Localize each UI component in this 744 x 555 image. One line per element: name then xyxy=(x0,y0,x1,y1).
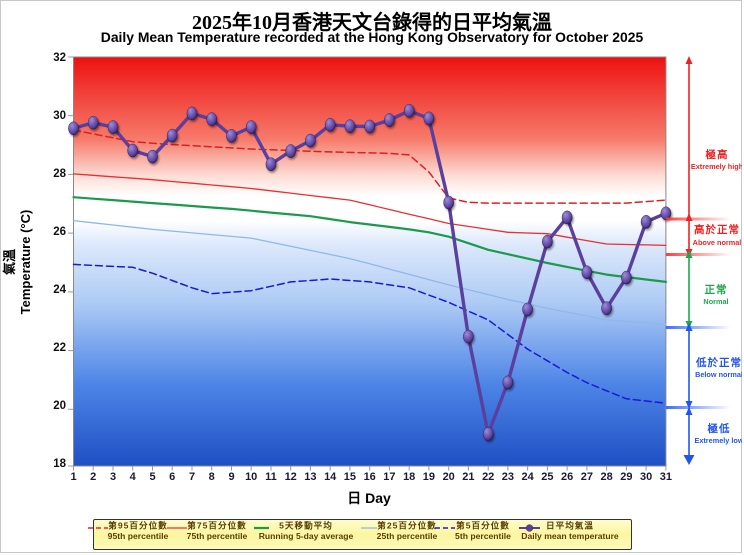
svg-text:21: 21 xyxy=(462,471,474,483)
svg-text:16: 16 xyxy=(364,471,376,483)
svg-text:4: 4 xyxy=(130,471,137,483)
svg-text:低於正常: 低於正常 xyxy=(695,356,742,369)
svg-text:13: 13 xyxy=(304,471,316,483)
svg-text:Running 5-day average: Running 5-day average xyxy=(259,531,354,541)
svg-text:10: 10 xyxy=(245,471,257,483)
svg-text:27: 27 xyxy=(581,471,593,483)
svg-text:Temperature (°C): Temperature (°C) xyxy=(18,210,33,315)
svg-text:Extremely high: Extremely high xyxy=(691,162,742,171)
svg-text:23: 23 xyxy=(502,471,514,483)
svg-text:5: 5 xyxy=(149,471,155,483)
svg-text:32: 32 xyxy=(53,52,66,64)
svg-text:5天移動平均: 5天移動平均 xyxy=(279,520,333,531)
svg-text:高於正常: 高於正常 xyxy=(694,223,740,236)
svg-text:7: 7 xyxy=(189,471,195,483)
svg-text:18: 18 xyxy=(403,471,415,483)
svg-text:第25百分位數: 第25百分位數 xyxy=(377,520,437,531)
svg-text:20: 20 xyxy=(53,400,66,412)
svg-text:Above normal: Above normal xyxy=(693,238,742,247)
svg-text:18: 18 xyxy=(53,458,66,470)
svg-text:6: 6 xyxy=(169,471,175,483)
svg-text:20: 20 xyxy=(443,471,455,483)
svg-text:15: 15 xyxy=(344,471,356,483)
svg-text:17: 17 xyxy=(383,471,395,483)
svg-text:3: 3 xyxy=(110,471,116,483)
svg-text:氣溫: 氣溫 xyxy=(2,249,17,275)
svg-text:19: 19 xyxy=(423,471,435,483)
svg-text:75th percentile: 75th percentile xyxy=(187,531,248,541)
svg-text:22: 22 xyxy=(53,342,66,354)
svg-text:30: 30 xyxy=(53,110,66,122)
svg-text:30: 30 xyxy=(640,471,652,483)
svg-text:日 Day: 日 Day xyxy=(347,490,391,506)
svg-text:5th percentile: 5th percentile xyxy=(455,531,511,541)
svg-text:26: 26 xyxy=(53,226,66,238)
svg-text:14: 14 xyxy=(324,471,337,483)
svg-text:第5百分位數: 第5百分位數 xyxy=(456,520,510,531)
svg-text:2: 2 xyxy=(90,471,96,483)
svg-text:95th percentile: 95th percentile xyxy=(108,531,169,541)
svg-text:極低: 極低 xyxy=(708,422,731,435)
svg-text:28: 28 xyxy=(53,168,66,180)
svg-text:24: 24 xyxy=(53,284,66,296)
svg-text:9: 9 xyxy=(228,471,234,483)
svg-text:22: 22 xyxy=(482,471,494,483)
svg-text:正常: 正常 xyxy=(705,283,728,296)
svg-text:12: 12 xyxy=(285,471,297,483)
svg-text:8: 8 xyxy=(209,471,215,483)
svg-text:25th percentile: 25th percentile xyxy=(377,531,438,541)
svg-text:26: 26 xyxy=(561,471,573,483)
svg-text:11: 11 xyxy=(265,471,277,483)
svg-text:Daily mean temperature: Daily mean temperature xyxy=(521,531,619,541)
svg-text:Extremely low: Extremely low xyxy=(694,436,742,445)
svg-text:第75百分位數: 第75百分位數 xyxy=(187,520,247,531)
svg-text:24: 24 xyxy=(521,471,534,483)
svg-text:31: 31 xyxy=(660,471,672,483)
svg-text:Below normal: Below normal xyxy=(695,370,742,379)
svg-text:日平均氣溫: 日平均氣溫 xyxy=(546,520,594,531)
svg-text:28: 28 xyxy=(600,471,612,483)
svg-text:第95百分位數: 第95百分位數 xyxy=(108,520,168,531)
svg-text:Normal: Normal xyxy=(703,297,728,306)
svg-text:29: 29 xyxy=(620,471,632,483)
svg-text:1: 1 xyxy=(70,471,76,483)
svg-text:25: 25 xyxy=(541,471,553,483)
svg-text:極高: 極高 xyxy=(706,148,729,161)
